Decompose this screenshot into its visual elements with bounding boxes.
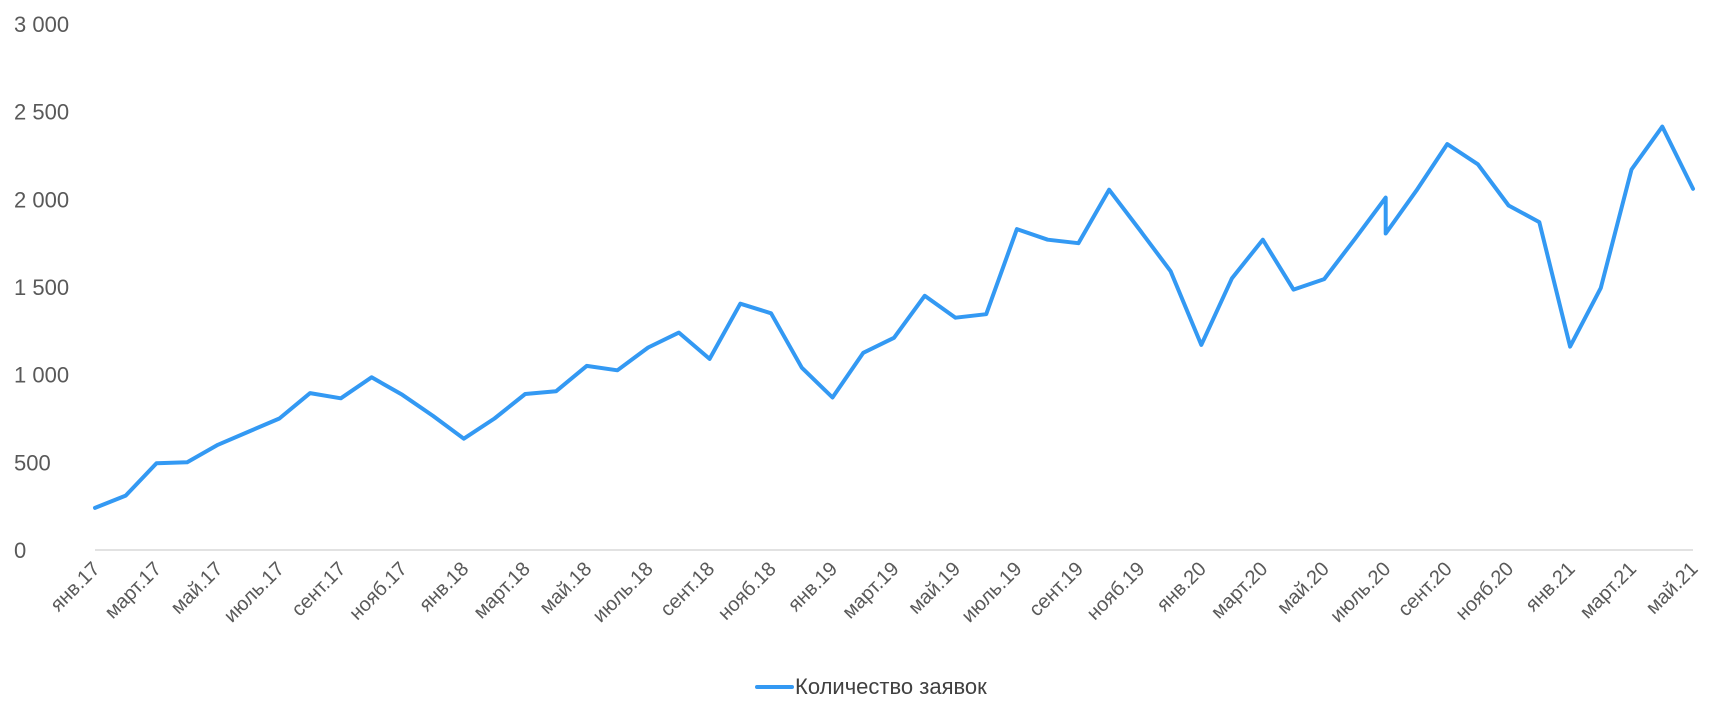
x-tick-label: нояб.18	[714, 558, 781, 625]
x-tick-label: янв.20	[1153, 558, 1211, 616]
x-tick-label: сент.19	[1025, 558, 1088, 621]
x-tick-label: март.19	[838, 558, 903, 623]
y-tick-label: 1 000	[14, 363, 69, 388]
y-tick-label: 3 000	[14, 12, 69, 37]
x-tick-label: март.20	[1207, 558, 1272, 623]
x-tick-label: март.21	[1576, 558, 1641, 623]
x-tick-label: май.17	[167, 558, 228, 619]
y-axis-labels: 0 500 1 000 1 500 2 000 2 500 3 000	[14, 12, 69, 563]
x-tick-label: май.18	[536, 558, 597, 619]
x-tick-label: янв.21	[1521, 558, 1579, 616]
x-tick-label: нояб.17	[345, 558, 412, 625]
x-tick-label: сент.20	[1394, 558, 1457, 621]
series-line	[93, 124, 1695, 510]
x-tick-label: янв.19	[784, 558, 842, 616]
x-tick-label: июль.17	[220, 558, 289, 627]
legend-label: Количество заявок	[795, 674, 987, 699]
x-tick-label: май.19	[904, 558, 965, 619]
x-tick-label: янв.17	[46, 558, 104, 616]
x-tick-label: май.20	[1273, 558, 1334, 619]
y-tick-label: 2 500	[14, 100, 69, 125]
legend: Количество заявок	[755, 674, 987, 699]
x-tick-label: янв.18	[415, 558, 473, 616]
y-tick-label: 2 000	[14, 187, 69, 212]
x-tick-label: июль.19	[957, 558, 1026, 627]
x-tick-label: сент.18	[656, 558, 719, 621]
y-tick-label: 500	[14, 450, 51, 475]
series-group	[93, 124, 1695, 510]
x-tick-label: март.18	[469, 558, 534, 623]
y-tick-label: 1 500	[14, 275, 69, 300]
x-tick-label: нояб.20	[1451, 558, 1518, 625]
x-tick-label: март.17	[101, 558, 166, 623]
x-tick-label: май.21	[1642, 558, 1703, 619]
x-tick-label: июль.18	[589, 558, 658, 627]
x-tick-label: сент.17	[288, 558, 351, 621]
x-tick-label: нояб.19	[1083, 558, 1150, 625]
x-tick-label: июль.20	[1326, 558, 1395, 627]
y-tick-label: 0	[14, 538, 26, 563]
